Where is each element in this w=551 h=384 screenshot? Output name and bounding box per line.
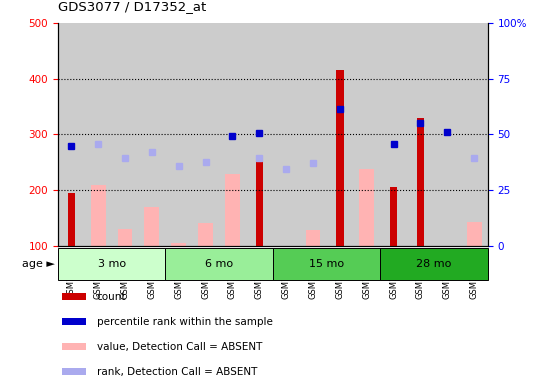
Bar bbox=[467, 222, 482, 246]
Bar bbox=[62, 368, 86, 375]
Text: percentile rank within the sample: percentile rank within the sample bbox=[96, 316, 272, 327]
Bar bbox=[246, 23, 273, 246]
Bar bbox=[306, 230, 321, 246]
Bar bbox=[353, 23, 380, 246]
Bar bbox=[256, 157, 263, 246]
Text: rank, Detection Call = ABSENT: rank, Detection Call = ABSENT bbox=[96, 366, 257, 377]
Bar bbox=[68, 193, 75, 246]
Text: 28 mo: 28 mo bbox=[416, 259, 452, 269]
Bar bbox=[85, 23, 111, 246]
Text: 3 mo: 3 mo bbox=[98, 259, 126, 269]
Bar bbox=[91, 185, 106, 246]
Bar bbox=[273, 23, 300, 246]
Bar bbox=[417, 118, 424, 246]
Text: age ►: age ► bbox=[22, 259, 55, 269]
Bar bbox=[117, 229, 132, 246]
Bar bbox=[58, 23, 85, 246]
Bar bbox=[111, 23, 138, 246]
Bar bbox=[326, 23, 353, 246]
Bar bbox=[62, 318, 86, 325]
Bar bbox=[225, 174, 240, 246]
Text: 6 mo: 6 mo bbox=[205, 259, 233, 269]
Text: value, Detection Call = ABSENT: value, Detection Call = ABSENT bbox=[96, 341, 262, 352]
Text: 15 mo: 15 mo bbox=[309, 259, 344, 269]
Bar bbox=[380, 248, 488, 280]
Bar bbox=[144, 207, 159, 246]
Bar bbox=[359, 169, 374, 246]
Bar bbox=[273, 248, 380, 280]
Bar bbox=[165, 23, 192, 246]
Bar bbox=[171, 243, 186, 246]
Bar bbox=[62, 343, 86, 350]
Bar bbox=[390, 187, 397, 246]
Text: GDS3077 / D17352_at: GDS3077 / D17352_at bbox=[58, 0, 206, 13]
Bar bbox=[300, 23, 326, 246]
Bar bbox=[58, 248, 165, 280]
Bar bbox=[336, 70, 344, 246]
Bar bbox=[380, 23, 407, 246]
Bar bbox=[165, 248, 273, 280]
Bar bbox=[198, 223, 213, 246]
Bar bbox=[219, 23, 246, 246]
Bar bbox=[192, 23, 219, 246]
Bar bbox=[138, 23, 165, 246]
Bar bbox=[407, 23, 434, 246]
Bar bbox=[434, 23, 461, 246]
Bar bbox=[461, 23, 488, 246]
Text: count: count bbox=[96, 291, 126, 302]
Bar bbox=[62, 293, 86, 300]
